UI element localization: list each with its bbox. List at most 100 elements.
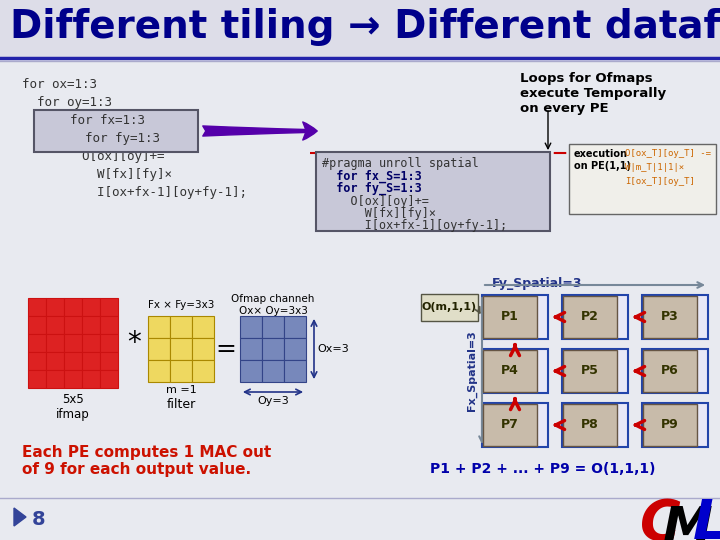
Text: P2: P2 <box>581 310 599 323</box>
FancyBboxPatch shape <box>642 349 708 393</box>
Bar <box>170 338 192 360</box>
FancyBboxPatch shape <box>482 349 548 393</box>
Text: Different tiling → Different dataflow: Different tiling → Different dataflow <box>10 8 720 46</box>
Text: Fx × Fy=3x3: Fx × Fy=3x3 <box>148 300 215 310</box>
Bar <box>82 370 100 388</box>
Text: execution
on PE(1,1): execution on PE(1,1) <box>574 149 631 171</box>
Text: P6: P6 <box>661 364 679 377</box>
Bar <box>148 360 170 382</box>
Text: I[ox_T][oy_T]: I[ox_T][oy_T] <box>625 177 695 186</box>
FancyBboxPatch shape <box>562 349 628 393</box>
Text: 5x5
ifmap: 5x5 ifmap <box>56 393 90 421</box>
Text: of 9 for each output value.: of 9 for each output value. <box>22 462 251 477</box>
FancyBboxPatch shape <box>563 404 617 446</box>
FancyBboxPatch shape <box>563 296 617 338</box>
FancyBboxPatch shape <box>642 403 708 447</box>
Text: for fx=1:3: for fx=1:3 <box>40 114 145 127</box>
Text: for fy=1:3: for fy=1:3 <box>22 132 142 145</box>
Bar <box>64 334 82 352</box>
Bar <box>64 298 82 316</box>
Text: M: M <box>663 504 713 540</box>
Text: P5: P5 <box>581 364 599 377</box>
Bar <box>240 338 262 360</box>
Text: Fx_Spatial=3: Fx_Spatial=3 <box>467 330 477 411</box>
Text: P3: P3 <box>661 310 679 323</box>
Bar <box>148 316 170 338</box>
Bar <box>82 334 100 352</box>
Bar <box>64 352 82 370</box>
FancyBboxPatch shape <box>569 144 716 214</box>
Bar <box>192 338 214 360</box>
Bar <box>262 316 284 338</box>
Text: for ox=1:3: for ox=1:3 <box>22 78 97 91</box>
Text: W[fx][fy]×: W[fx][fy]× <box>22 168 172 181</box>
Text: O[ox_T][oy_T] -=: O[ox_T][oy_T] -= <box>625 149 711 158</box>
Text: for fy=1:3: for fy=1:3 <box>40 132 160 145</box>
Text: *: * <box>127 329 141 357</box>
Bar <box>46 316 64 334</box>
Bar <box>100 298 118 316</box>
Text: P9: P9 <box>661 418 679 431</box>
Text: 8: 8 <box>32 510 45 529</box>
FancyBboxPatch shape <box>643 404 697 446</box>
Bar <box>284 360 306 382</box>
Text: P4: P4 <box>501 364 519 377</box>
FancyBboxPatch shape <box>642 295 708 339</box>
Text: =: = <box>215 337 236 361</box>
Text: W|m_T|1|1|×: W|m_T|1|1|× <box>625 163 684 172</box>
Bar <box>192 360 214 382</box>
Text: W[fx][fy]×: W[fx][fy]× <box>322 207 436 220</box>
Text: for fx=1:3: for fx=1:3 <box>22 114 127 127</box>
Bar <box>262 360 284 382</box>
Text: P1: P1 <box>501 310 519 323</box>
Bar <box>46 298 64 316</box>
Bar <box>64 316 82 334</box>
Bar <box>82 298 100 316</box>
Text: I[ox+fx-1][oy+fy-1];: I[ox+fx-1][oy+fy-1]; <box>22 186 247 199</box>
Bar <box>28 352 46 370</box>
Bar <box>100 334 118 352</box>
Text: for fy_S=1:3: for fy_S=1:3 <box>322 182 422 195</box>
Text: I[ox+fx-1][oy+fy-1];: I[ox+fx-1][oy+fy-1]; <box>322 219 508 233</box>
Text: Loops for Ofmaps
execute Temporally
on every PE: Loops for Ofmaps execute Temporally on e… <box>520 72 666 115</box>
Bar <box>46 352 64 370</box>
Bar <box>240 360 262 382</box>
Text: P7: P7 <box>501 418 519 431</box>
Text: O[ox][oy]+=: O[ox][oy]+= <box>322 194 429 207</box>
Text: filter: filter <box>166 398 196 411</box>
FancyBboxPatch shape <box>562 403 628 447</box>
Text: m =1: m =1 <box>166 385 197 395</box>
Text: Oy=3: Oy=3 <box>257 396 289 406</box>
Text: #pragma unroll spatial: #pragma unroll spatial <box>322 157 479 170</box>
Text: O[ox][oy]+=: O[ox][oy]+= <box>22 150 164 163</box>
FancyBboxPatch shape <box>421 294 478 321</box>
FancyBboxPatch shape <box>483 404 537 446</box>
FancyBboxPatch shape <box>483 350 537 392</box>
Text: O[ox][oy]+=: O[ox][oy]+= <box>322 194 429 207</box>
Bar <box>28 298 46 316</box>
Text: Ox× Oy=3x3: Ox× Oy=3x3 <box>238 306 307 316</box>
FancyBboxPatch shape <box>34 110 198 152</box>
Bar <box>46 334 64 352</box>
Bar <box>100 316 118 334</box>
Bar <box>284 316 306 338</box>
FancyBboxPatch shape <box>482 295 548 339</box>
Text: for fx_S=1:3: for fx_S=1:3 <box>322 170 422 183</box>
FancyBboxPatch shape <box>562 295 628 339</box>
Bar <box>64 370 82 388</box>
Bar <box>170 316 192 338</box>
Bar <box>46 370 64 388</box>
Bar <box>82 352 100 370</box>
Bar <box>28 370 46 388</box>
Bar <box>192 316 214 338</box>
FancyBboxPatch shape <box>643 296 697 338</box>
Text: L: L <box>693 497 720 540</box>
Text: Each PE computes 1 MAC out: Each PE computes 1 MAC out <box>22 445 271 460</box>
Text: O(m,1,1): O(m,1,1) <box>422 302 477 313</box>
Bar <box>100 352 118 370</box>
Text: P8: P8 <box>581 418 599 431</box>
FancyBboxPatch shape <box>643 350 697 392</box>
Text: Fy_Spatial=3: Fy_Spatial=3 <box>492 277 582 290</box>
Bar <box>148 338 170 360</box>
Polygon shape <box>14 508 26 526</box>
